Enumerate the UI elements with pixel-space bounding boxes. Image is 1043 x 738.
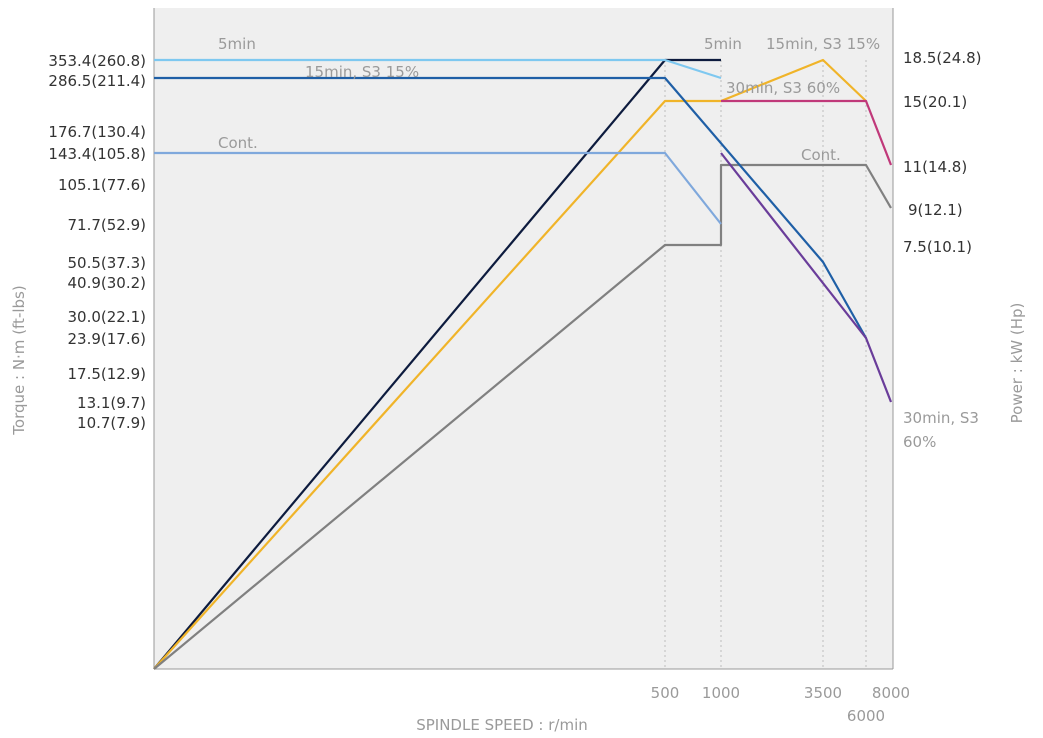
series-label-5min-power: 5min (704, 35, 742, 53)
x-axis-title: SPINDLE SPEED : r/min (416, 716, 588, 734)
power-series-line-2 (721, 99, 893, 166)
left-tick-label: 50.5(37.3) (67, 254, 146, 272)
left-tick-label: 353.4(260.8) (48, 52, 146, 70)
power-series-line-3 (153, 163, 892, 670)
right-tick-label: 15(20.1) (903, 93, 967, 111)
left-tick-label: 176.7(130.4) (48, 123, 146, 141)
x-tick-label-3500: 3500 (804, 684, 842, 702)
series-label-cont-torque: Cont. (218, 134, 258, 152)
series-label-30min-torque-line1: 30min, S3 (903, 409, 979, 427)
left-tick-label: 13.1(9.7) (77, 394, 146, 412)
right-tick-label: 9(12.1) (908, 201, 963, 219)
series-label-30min-power: 30min, S3 60% (726, 79, 840, 97)
right-tick-label: 11(14.8) (903, 158, 967, 176)
series-label-15min-power: 15min, S3 15% (766, 35, 880, 53)
y-axis-title-left: Torque : N·m (ft-lbs) (10, 285, 28, 435)
left-tick-label: 105.1(77.6) (58, 176, 146, 194)
right-tick-label: 7.5(10.1) (903, 238, 972, 256)
x-tick-label-1000: 1000 (702, 684, 740, 702)
left-tick-label: 10.7(7.9) (77, 414, 146, 432)
series-label-cont-power: Cont. (801, 146, 841, 164)
series-label-30min-torque-line2: 60% (903, 433, 936, 451)
left-tick-label: 286.5(211.4) (48, 72, 146, 90)
torque-series-line-3 (720, 152, 893, 403)
torque-series-line-1 (154, 76, 867, 339)
x-tick-label-500: 500 (651, 684, 680, 702)
left-tick-label: 40.9(30.2) (67, 274, 146, 292)
plot-background (154, 8, 893, 669)
y-axis-title-right: Power : kW (Hp) (1008, 303, 1026, 424)
x-tick-label-6000: 6000 (847, 707, 885, 725)
torque-series-line-0 (154, 58, 722, 80)
right-tick-label: 18.5(24.8) (903, 49, 982, 67)
left-tick-label: 30.0(22.1) (67, 308, 146, 326)
series-label-5min-torque: 5min (218, 35, 256, 53)
x-tick-label-8000: 8000 (872, 684, 910, 702)
series-label-15min-torque: 15min, S3 15% (305, 63, 419, 81)
left-tick-label: 71.7(52.9) (67, 216, 146, 234)
left-tick-label: 23.9(17.6) (67, 330, 146, 348)
left-tick-label: 143.4(105.8) (48, 145, 146, 163)
left-tick-label: 17.5(12.9) (67, 365, 146, 383)
torque-series-line-2 (154, 151, 722, 225)
